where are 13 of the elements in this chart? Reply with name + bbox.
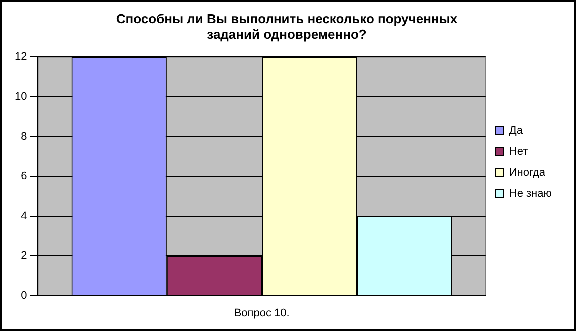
y-tick-label: 6 [21, 170, 28, 183]
y-tick-label: 0 [21, 290, 28, 302]
y-tick-label: 8 [21, 130, 28, 143]
y-tick-label: 12 [14, 51, 28, 64]
y-tick-label: 2 [21, 250, 28, 262]
legend-label: Иногда [509, 167, 546, 180]
legend-label: Нет [509, 146, 528, 158]
legend-label: Да [509, 125, 524, 138]
y-tick-label: 4 [21, 210, 28, 222]
y-tick-label: 10 [14, 91, 28, 103]
chart-title: Способны ли Вы выполнить несколько порученных заданий одновременно? [116, 11, 458, 42]
x-tick-label: Вопрос 10. [234, 307, 290, 320]
legend-label: Не знаю [509, 188, 552, 200]
